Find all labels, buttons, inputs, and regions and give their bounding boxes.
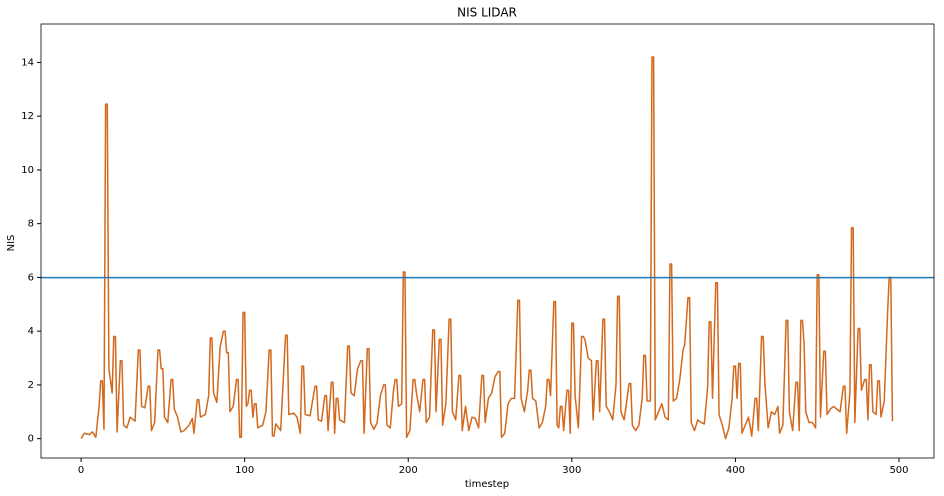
data-line <box>80 56 894 440</box>
x-axis-label: timestep <box>465 479 509 490</box>
x-tick-label: 0 <box>78 465 84 476</box>
x-tick-label: 100 <box>235 465 254 476</box>
chart-title: NIS LIDAR <box>457 6 517 20</box>
x-tick-label: 300 <box>562 465 581 476</box>
y-axis-label: NIS <box>6 235 17 252</box>
x-tick-label: 400 <box>726 465 745 476</box>
y-tick-label: 8 <box>28 219 34 230</box>
y-tick-label: 2 <box>28 380 34 391</box>
y-tick-label: 14 <box>21 57 34 68</box>
plot-frame <box>40 23 935 459</box>
y-tick-label: 6 <box>28 272 34 283</box>
y-tick-label: 10 <box>21 165 34 176</box>
y-tick-label: 4 <box>28 326 34 337</box>
x-tick-label: 200 <box>399 465 418 476</box>
y-tick-label: 0 <box>28 434 34 445</box>
y-tick-label: 12 <box>21 111 34 122</box>
x-tick-label: 500 <box>889 465 908 476</box>
